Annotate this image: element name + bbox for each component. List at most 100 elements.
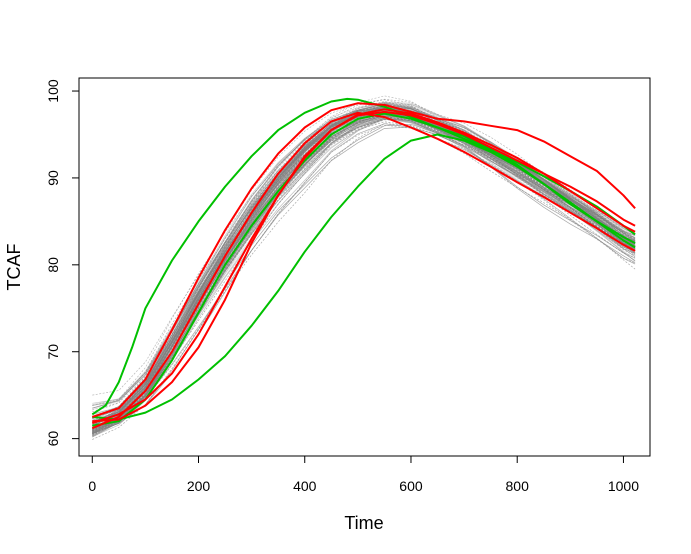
green-curve-0 [91,97,636,416]
sample-curve [92,110,636,424]
sample-curve [92,111,636,432]
sample-curve [92,110,636,422]
sample-curve [92,107,636,416]
sample-curve [92,108,636,427]
sample-curve [92,105,636,415]
sample-curve [92,109,636,431]
sample-curve [92,109,636,418]
sample-curve [92,117,636,433]
y-tick-label: 100 [45,79,61,103]
sample-curve [92,117,636,434]
sample-curve [92,114,636,437]
sample-curve [92,111,636,433]
highlighted-curves [91,97,636,430]
sample-curve [92,111,636,433]
sample-curve [92,108,636,423]
sample-curve [92,118,636,430]
green-curve-1 [92,133,636,421]
sample-curve [92,108,636,432]
sample-curve [92,112,636,435]
sample-curve [92,114,636,436]
sample-curve [92,118,636,438]
sample-curve [92,111,636,423]
sample-curve [92,119,636,430]
sample-curve [92,112,636,432]
x-tick-label: 400 [293,478,317,494]
sample-curve [92,114,636,430]
sample-curve [92,124,636,437]
green-curve-2 [92,112,636,427]
red-curve-5 [91,111,636,430]
sample-curve [92,117,636,431]
x-tick-label: 200 [187,478,211,494]
sample-curve [92,115,636,434]
sample-curve [92,111,636,425]
sample-curve [92,118,636,431]
red-curve-4 [92,110,636,423]
x-tick-label: 1000 [608,478,639,494]
sample-curve [92,110,636,434]
sample-curve [92,116,636,437]
sample-curve [92,113,636,430]
y-tick-label: 80 [45,257,61,273]
sample-curve [92,115,636,433]
sample-curve [92,102,636,420]
sample-curve [92,104,636,425]
sample-curve [92,116,636,431]
sample-curve [92,103,636,406]
sample-curve [92,111,636,426]
sample-curve [92,116,636,434]
y-axis-title: TCAF [4,244,24,291]
sample-curve [92,115,636,436]
sample-curve [92,123,636,434]
sample-curve [92,112,636,435]
y-axis: 60 70 80 90 100 [45,79,80,447]
sample-curve [92,123,636,440]
sample-curve [92,112,636,435]
sample-curve [92,108,636,432]
sample-curve [92,126,636,434]
sample-curve [92,116,636,432]
sample-curve [92,103,636,423]
sample-curve [92,114,636,435]
sample-curve [92,98,636,396]
sample-curve [92,112,636,433]
sample-curve [92,103,636,405]
sample-curve [92,113,636,433]
sample-curve [92,119,636,430]
sample-curve [92,105,636,409]
sample-curve [92,106,636,422]
sample-curve [92,111,636,424]
sample-curve [92,111,636,433]
sample-curve [92,112,636,431]
x-tick-label: 800 [506,478,530,494]
sample-curve [92,109,636,421]
sample-curve [92,115,636,431]
sample-curve [92,118,636,433]
sample-curve [92,104,636,416]
sample-curve [92,111,636,431]
sample-curve [92,106,636,429]
sample-curve [92,112,636,425]
sample-curve [92,114,636,429]
red-curve-6 [91,108,636,424]
sample-curve [92,112,636,433]
sample-curve [92,117,636,437]
sample-curve [92,103,636,423]
sample-curve [92,118,636,432]
x-tick-label: 0 [88,478,96,494]
sample-curve [92,121,636,435]
x-axis: 0 200 400 600 800 1000 [88,455,639,494]
y-tick-label: 70 [45,344,61,360]
sample-curve [92,115,636,431]
sample-curve [92,110,636,434]
red-curve-3 [91,102,636,418]
sample-curve [92,119,636,430]
sample-curve [92,108,636,431]
sample-curve [92,123,636,438]
sample-curve [92,117,636,430]
y-tick-label: 60 [45,431,61,447]
sample-curve [92,107,636,424]
sample-curve [92,109,636,434]
